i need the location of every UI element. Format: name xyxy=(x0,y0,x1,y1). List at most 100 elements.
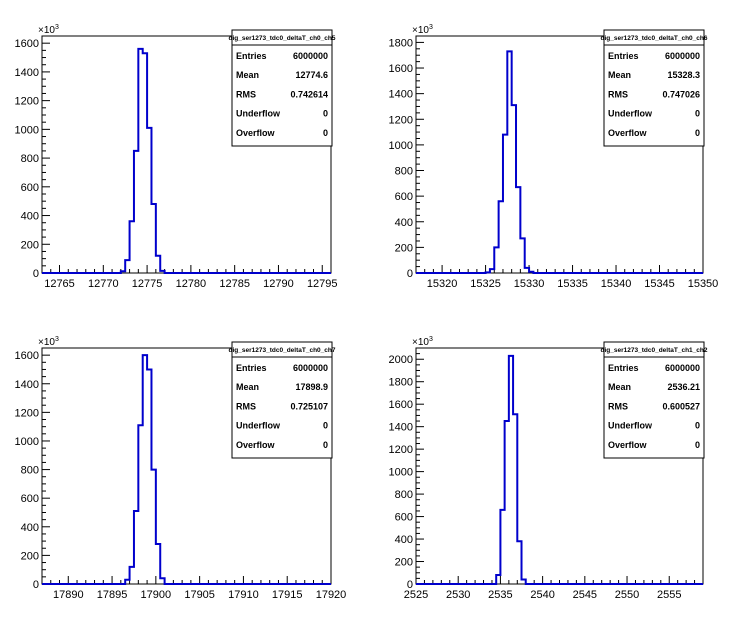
histogram-title: dig_ser1273_tdc0_deltaT_ch0_ch5 xyxy=(229,35,336,42)
histogram-line xyxy=(416,354,703,585)
stat-value: 12774.6 xyxy=(295,70,328,80)
y-tick-label: 1200 xyxy=(389,114,413,126)
y-tick-label: 600 xyxy=(395,512,413,524)
stat-label: Entries xyxy=(236,363,267,373)
x-tick-label: 2540 xyxy=(530,589,554,601)
x-tick-label: 17910 xyxy=(228,589,259,601)
x-tick-label: 2555 xyxy=(657,589,681,601)
y-multiplier-label: ×103 xyxy=(412,24,433,36)
x-tick-label: 15350 xyxy=(688,278,719,290)
y-tick-label: 800 xyxy=(395,489,413,501)
stat-label: RMS xyxy=(608,401,628,411)
y-tick-label: 1600 xyxy=(15,38,39,50)
x-tick-label: 17900 xyxy=(141,589,172,601)
stats-box: dig_ser1273_tdc0_deltaT_ch1_ch2 Entries 60… xyxy=(601,341,708,459)
stats-box-frame xyxy=(231,341,333,459)
y-tick-label: 1200 xyxy=(15,407,39,419)
y-tick-label: 1400 xyxy=(15,379,39,391)
histogram-title: dig_ser1273_tdc0_deltaT_ch0_ch7 xyxy=(229,347,336,354)
stats-box-frame xyxy=(231,29,333,147)
x-tick-label: 15320 xyxy=(427,278,458,290)
stat-value: 0 xyxy=(695,421,700,431)
x-tick-label: 12795 xyxy=(307,278,338,290)
y-tick-label: 0 xyxy=(407,268,413,280)
stat-label: Entries xyxy=(236,51,267,61)
stat-value: 15328.3 xyxy=(667,70,700,80)
y-tick-label: 1600 xyxy=(389,63,413,75)
stat-value: 6000000 xyxy=(665,363,700,373)
y-tick-label: 1400 xyxy=(389,89,413,101)
y-tick-label: 0 xyxy=(33,268,39,280)
y-tick-label: 600 xyxy=(395,191,413,203)
y-tick-label: 400 xyxy=(21,211,39,223)
stat-label: Overflow xyxy=(608,128,648,138)
stat-value: 0.600527 xyxy=(662,401,700,411)
y-tick-label: 200 xyxy=(395,557,413,569)
y-tick-label: 1200 xyxy=(15,96,39,108)
x-tick-label: 15340 xyxy=(601,278,632,290)
stat-value: 0 xyxy=(323,440,328,450)
stat-label: Mean xyxy=(608,382,631,392)
histogram-line xyxy=(416,50,703,274)
y-tick-label: 600 xyxy=(21,493,39,505)
stat-label: Underflow xyxy=(236,109,281,119)
y-tick-label: 800 xyxy=(21,465,39,477)
y-tick-label: 200 xyxy=(395,242,413,254)
histogram-panel-1: 0 200 400 600 800 1000 1200 1400 1600 12765 12770 1… xyxy=(15,24,338,290)
stat-label: Overflow xyxy=(236,128,276,138)
y-multiplier-exponent: 3 xyxy=(55,24,59,31)
histogram-panel-4: 0 200 400 600 800 1000 1200 1400 1600 1800 2000 252… xyxy=(389,336,708,601)
stat-label: Underflow xyxy=(608,109,653,119)
y-tick-label: 400 xyxy=(395,534,413,546)
x-tick-label: 15325 xyxy=(470,278,501,290)
stat-value: 0 xyxy=(695,440,700,450)
stat-label: Entries xyxy=(608,51,639,61)
stats-box: dig_ser1273_tdc0_deltaT_ch0_ch6 Entries 60… xyxy=(601,29,708,147)
y-tick-label: 1600 xyxy=(389,399,413,411)
y-multiplier-label: ×103 xyxy=(412,336,433,348)
histogram-line xyxy=(42,47,331,274)
y-tick-label: 200 xyxy=(21,550,39,562)
histogram-title: dig_ser1273_tdc0_deltaT_ch0_ch6 xyxy=(601,35,708,42)
stat-label: RMS xyxy=(236,401,256,411)
x-tick-label: 15330 xyxy=(514,278,545,290)
stat-label: RMS xyxy=(236,89,256,99)
y-tick-label: 1400 xyxy=(15,67,39,79)
histogram-line xyxy=(42,354,331,585)
stats-box-frame xyxy=(603,341,705,459)
histogram-panel-2: 0 200 400 600 800 1000 1200 1400 1600 1800 15320 15… xyxy=(389,24,719,290)
x-tick-label: 2525 xyxy=(404,589,428,601)
stat-label: Entries xyxy=(608,363,639,373)
stat-value: 6000000 xyxy=(665,51,700,61)
y-multiplier-label: ×103 xyxy=(38,336,59,348)
y-tick-label: 1800 xyxy=(389,377,413,389)
y-tick-label: 200 xyxy=(21,239,39,251)
y-tick-label: 1000 xyxy=(389,140,413,152)
x-tick-label: 17895 xyxy=(97,589,128,601)
stat-value: 0 xyxy=(323,109,328,119)
y-tick-label: 1600 xyxy=(15,350,39,362)
histogram-title: dig_ser1273_tdc0_deltaT_ch1_ch2 xyxy=(601,347,708,354)
x-tick-label: 2535 xyxy=(488,589,512,601)
x-tick-label: 17905 xyxy=(184,589,215,601)
y-tick-label: 2000 xyxy=(389,354,413,366)
stat-label: Mean xyxy=(236,382,259,392)
stat-value: 0 xyxy=(695,128,700,138)
y-tick-label: 1000 xyxy=(15,436,39,448)
x-tick-label: 17890 xyxy=(53,589,84,601)
y-tick-label: 0 xyxy=(407,579,413,591)
y-tick-label: 1400 xyxy=(389,422,413,434)
stat-value: 0.747026 xyxy=(662,89,700,99)
y-tick-label: 1000 xyxy=(389,467,413,479)
stat-label: RMS xyxy=(608,89,628,99)
x-tick-label: 12785 xyxy=(219,278,250,290)
y-tick-label: 800 xyxy=(21,153,39,165)
x-tick-label: 15335 xyxy=(557,278,588,290)
stats-box: dig_ser1273_tdc0_deltaT_ch0_ch5 Entries 60… xyxy=(229,29,336,147)
stat-label: Overflow xyxy=(608,440,648,450)
stat-label: Underflow xyxy=(236,421,281,431)
stat-value: 0.742614 xyxy=(290,89,328,99)
stat-value: 17898.9 xyxy=(295,382,328,392)
y-tick-label: 800 xyxy=(395,166,413,178)
